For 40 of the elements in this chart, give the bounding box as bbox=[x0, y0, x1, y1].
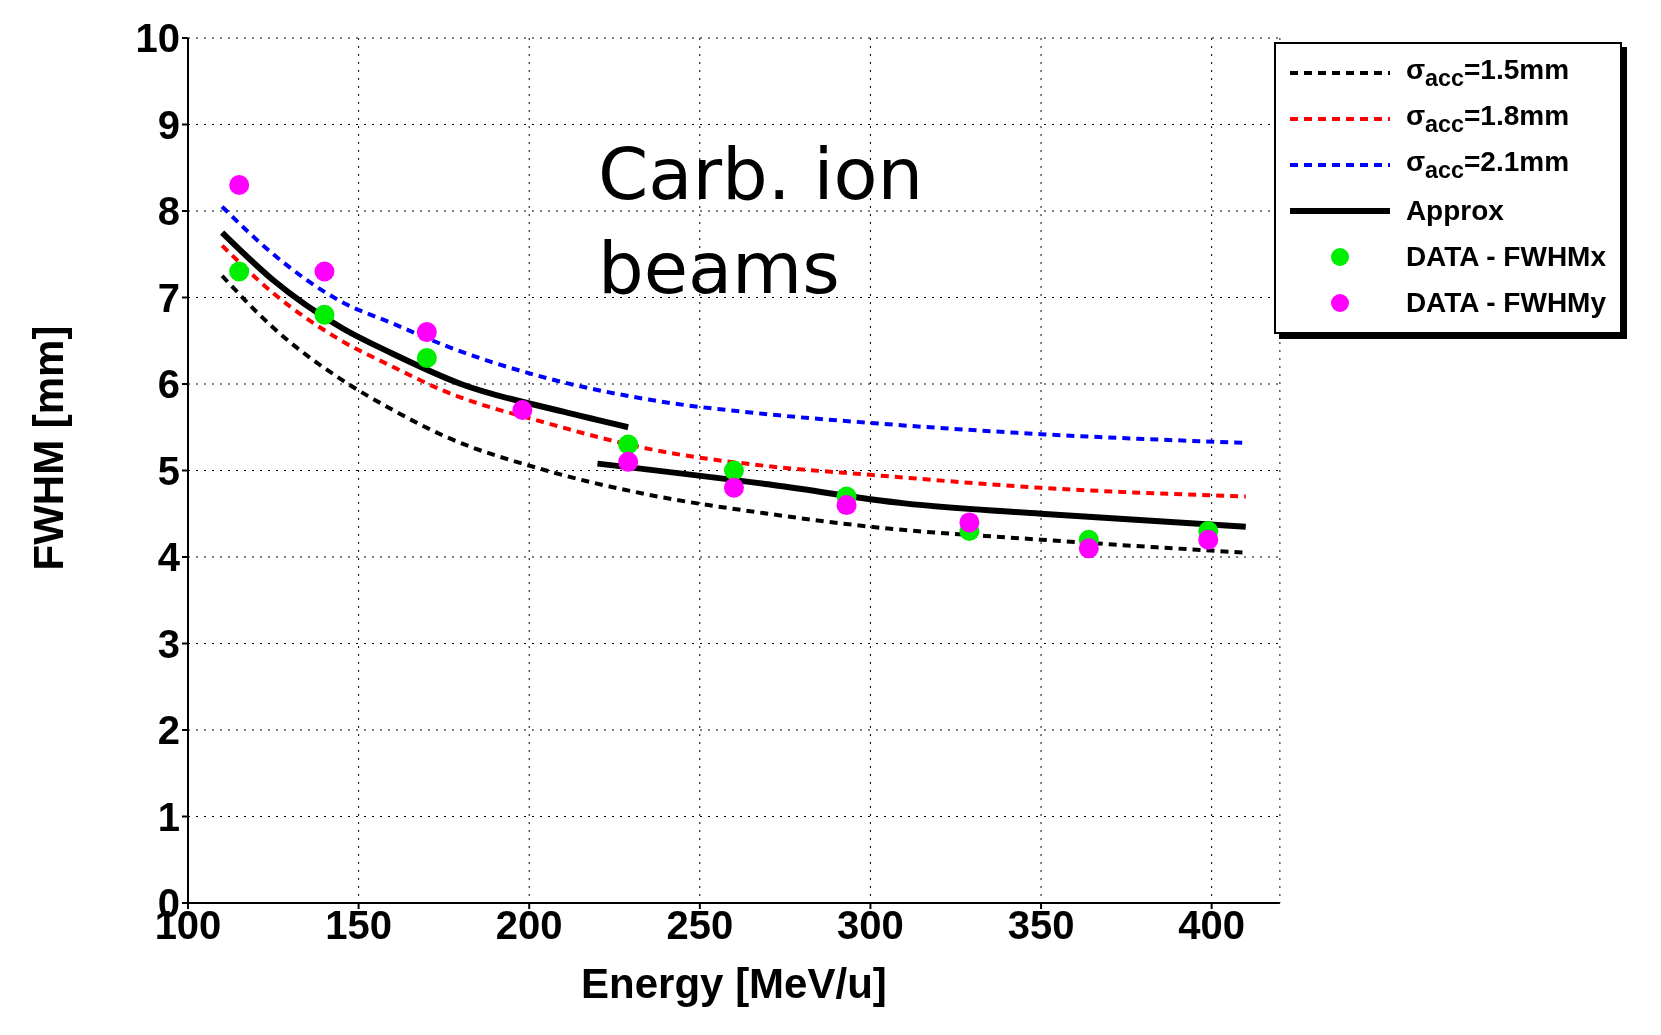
legend-label: σ$_{acc}$=1.5mm bbox=[1405, 54, 1570, 92]
y-tick-label: 7 bbox=[157, 275, 180, 320]
y-tick-label: 3 bbox=[157, 621, 180, 666]
y-tick-label: 5 bbox=[157, 448, 180, 493]
x-tick-label: 250 bbox=[666, 903, 734, 948]
point bbox=[1078, 538, 1099, 559]
x-tick-label: 400 bbox=[1178, 903, 1246, 948]
point bbox=[229, 175, 250, 196]
point bbox=[618, 451, 639, 472]
x-tick-label: 300 bbox=[837, 903, 904, 948]
y-tick-label: 9 bbox=[157, 102, 180, 147]
point bbox=[314, 261, 335, 282]
y-tick-label: 4 bbox=[157, 535, 181, 580]
point bbox=[836, 495, 857, 516]
y-tick-label: 1 bbox=[157, 794, 180, 839]
point bbox=[723, 477, 744, 498]
x-tick-label: 150 bbox=[325, 903, 392, 948]
x-tick-label: 350 bbox=[1007, 903, 1075, 948]
x-tick-label: 200 bbox=[495, 903, 563, 948]
point bbox=[959, 512, 980, 533]
point bbox=[618, 434, 639, 455]
point bbox=[229, 261, 250, 282]
point bbox=[416, 322, 437, 343]
y-tick-label: 6 bbox=[157, 362, 180, 407]
chart-note: Carb. ion beams bbox=[598, 131, 925, 312]
point bbox=[723, 460, 744, 481]
y-tick-label: 8 bbox=[157, 189, 180, 234]
legend-label: DATA - FWHMx bbox=[1405, 241, 1606, 273]
legend-label: σ$_{acc}$=2.1mm bbox=[1405, 146, 1570, 184]
point bbox=[1198, 529, 1219, 550]
point bbox=[416, 348, 437, 369]
point bbox=[512, 399, 533, 420]
legend-label: σ$_{acc}$=1.8mm bbox=[1405, 100, 1570, 138]
legend-label: Approx bbox=[1405, 195, 1504, 227]
legend-label: DATA - FWHMy bbox=[1405, 287, 1606, 319]
y-axis-title: FWHM [mm] bbox=[24, 325, 72, 571]
point bbox=[314, 304, 335, 325]
y-tick-label: 2 bbox=[157, 708, 180, 753]
x-axis-title: Energy [MeV/u] bbox=[581, 960, 887, 1007]
y-tick-label: 10 bbox=[135, 16, 180, 61]
